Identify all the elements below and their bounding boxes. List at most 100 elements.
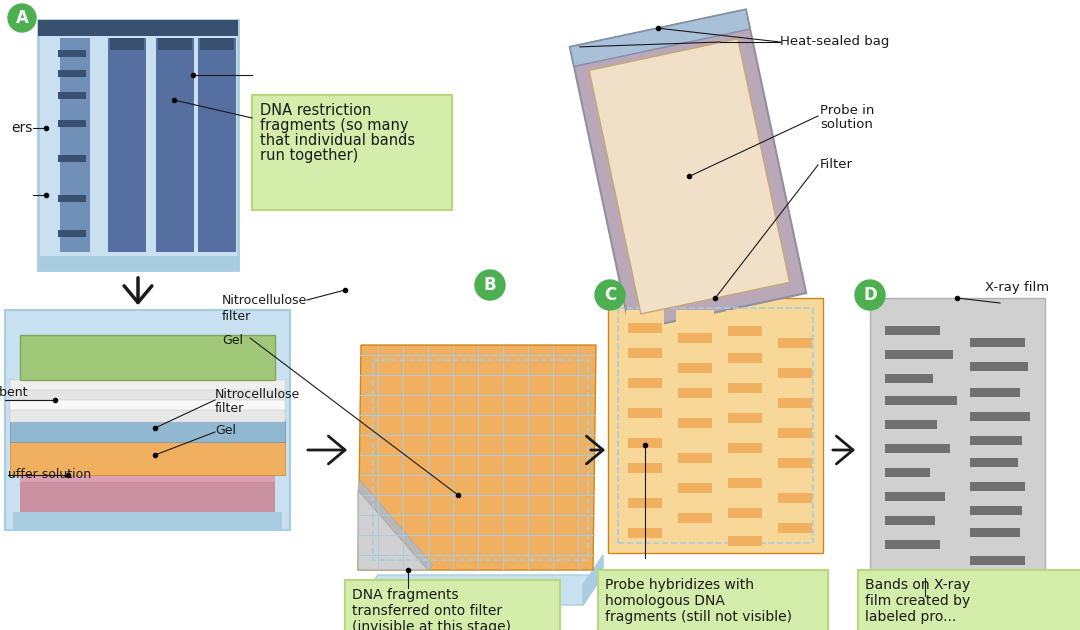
Circle shape bbox=[8, 4, 36, 32]
FancyBboxPatch shape bbox=[13, 512, 282, 530]
Polygon shape bbox=[357, 490, 428, 570]
FancyBboxPatch shape bbox=[678, 513, 712, 523]
FancyBboxPatch shape bbox=[970, 388, 1020, 397]
FancyBboxPatch shape bbox=[10, 440, 285, 475]
FancyBboxPatch shape bbox=[627, 438, 662, 448]
Text: Probe in: Probe in bbox=[820, 103, 875, 117]
FancyBboxPatch shape bbox=[728, 443, 762, 453]
FancyBboxPatch shape bbox=[10, 390, 285, 402]
Text: D: D bbox=[863, 286, 877, 304]
Circle shape bbox=[855, 280, 885, 310]
FancyBboxPatch shape bbox=[678, 333, 712, 343]
Text: homologous DNA: homologous DNA bbox=[605, 594, 725, 608]
FancyBboxPatch shape bbox=[726, 310, 764, 543]
FancyBboxPatch shape bbox=[885, 516, 935, 525]
FancyBboxPatch shape bbox=[728, 508, 762, 518]
FancyBboxPatch shape bbox=[885, 374, 933, 383]
FancyBboxPatch shape bbox=[10, 410, 285, 422]
FancyBboxPatch shape bbox=[970, 506, 1022, 515]
FancyBboxPatch shape bbox=[38, 20, 238, 36]
FancyBboxPatch shape bbox=[870, 298, 1045, 578]
FancyBboxPatch shape bbox=[970, 528, 1020, 537]
Circle shape bbox=[475, 270, 505, 300]
Text: filter: filter bbox=[215, 403, 244, 416]
FancyBboxPatch shape bbox=[885, 396, 957, 405]
FancyBboxPatch shape bbox=[608, 298, 823, 553]
FancyBboxPatch shape bbox=[678, 483, 712, 493]
FancyBboxPatch shape bbox=[626, 310, 664, 543]
Text: Bands on X-ray: Bands on X-ray bbox=[865, 578, 970, 592]
FancyBboxPatch shape bbox=[885, 444, 950, 453]
FancyBboxPatch shape bbox=[198, 38, 237, 252]
FancyBboxPatch shape bbox=[58, 155, 86, 162]
FancyBboxPatch shape bbox=[678, 453, 712, 463]
Polygon shape bbox=[357, 345, 596, 570]
Circle shape bbox=[595, 280, 625, 310]
Polygon shape bbox=[356, 575, 603, 605]
FancyBboxPatch shape bbox=[110, 52, 144, 242]
FancyBboxPatch shape bbox=[21, 335, 275, 380]
Text: rbent: rbent bbox=[0, 386, 28, 399]
FancyBboxPatch shape bbox=[970, 556, 1025, 565]
Text: Nitrocellulose: Nitrocellulose bbox=[215, 389, 300, 401]
FancyBboxPatch shape bbox=[728, 413, 762, 423]
Polygon shape bbox=[357, 480, 433, 570]
Text: that individual bands: that individual bands bbox=[260, 133, 415, 148]
FancyBboxPatch shape bbox=[777, 310, 814, 543]
FancyBboxPatch shape bbox=[885, 326, 940, 335]
FancyBboxPatch shape bbox=[627, 378, 662, 388]
FancyBboxPatch shape bbox=[885, 540, 940, 549]
FancyBboxPatch shape bbox=[778, 368, 812, 378]
Text: filter: filter bbox=[222, 309, 252, 323]
FancyBboxPatch shape bbox=[728, 478, 762, 488]
Text: Heat-sealed bag: Heat-sealed bag bbox=[780, 35, 889, 49]
FancyBboxPatch shape bbox=[885, 468, 930, 477]
FancyBboxPatch shape bbox=[970, 458, 1018, 467]
Text: uffer solution: uffer solution bbox=[8, 469, 91, 481]
FancyBboxPatch shape bbox=[678, 388, 712, 398]
FancyBboxPatch shape bbox=[200, 38, 234, 50]
FancyBboxPatch shape bbox=[5, 310, 291, 530]
Text: X-ray film: X-ray film bbox=[985, 282, 1049, 294]
FancyBboxPatch shape bbox=[970, 362, 1028, 371]
FancyBboxPatch shape bbox=[10, 400, 285, 412]
FancyBboxPatch shape bbox=[158, 52, 192, 242]
Text: DNA fragments: DNA fragments bbox=[352, 588, 459, 602]
Text: fragments (so many: fragments (so many bbox=[260, 118, 408, 133]
FancyBboxPatch shape bbox=[21, 455, 275, 485]
FancyBboxPatch shape bbox=[858, 570, 1080, 630]
FancyBboxPatch shape bbox=[778, 338, 812, 348]
FancyBboxPatch shape bbox=[345, 580, 561, 630]
FancyBboxPatch shape bbox=[778, 398, 812, 408]
Polygon shape bbox=[570, 9, 806, 331]
FancyBboxPatch shape bbox=[60, 38, 90, 252]
Text: B: B bbox=[484, 276, 497, 294]
FancyBboxPatch shape bbox=[156, 38, 194, 252]
Text: Gel: Gel bbox=[222, 333, 243, 347]
FancyBboxPatch shape bbox=[970, 338, 1025, 347]
FancyBboxPatch shape bbox=[58, 230, 86, 237]
Text: transferred onto filter: transferred onto filter bbox=[352, 604, 502, 618]
FancyBboxPatch shape bbox=[885, 350, 953, 359]
FancyBboxPatch shape bbox=[885, 420, 937, 429]
Text: labeled pro...: labeled pro... bbox=[865, 610, 956, 624]
Polygon shape bbox=[570, 9, 750, 66]
Text: Gel: Gel bbox=[215, 423, 237, 437]
FancyBboxPatch shape bbox=[627, 408, 662, 418]
FancyBboxPatch shape bbox=[58, 50, 86, 57]
FancyBboxPatch shape bbox=[970, 482, 1025, 491]
FancyBboxPatch shape bbox=[627, 323, 662, 333]
FancyBboxPatch shape bbox=[252, 95, 453, 210]
FancyBboxPatch shape bbox=[38, 20, 238, 270]
FancyBboxPatch shape bbox=[676, 310, 714, 543]
FancyBboxPatch shape bbox=[728, 383, 762, 393]
FancyBboxPatch shape bbox=[58, 92, 86, 99]
Text: Probe hybridizes with: Probe hybridizes with bbox=[605, 578, 754, 592]
Text: Filter: Filter bbox=[820, 159, 853, 171]
FancyBboxPatch shape bbox=[110, 38, 144, 50]
FancyBboxPatch shape bbox=[38, 256, 238, 270]
Text: DNA restriction: DNA restriction bbox=[260, 103, 372, 118]
Text: C: C bbox=[604, 286, 616, 304]
FancyBboxPatch shape bbox=[778, 428, 812, 438]
FancyBboxPatch shape bbox=[200, 52, 234, 242]
